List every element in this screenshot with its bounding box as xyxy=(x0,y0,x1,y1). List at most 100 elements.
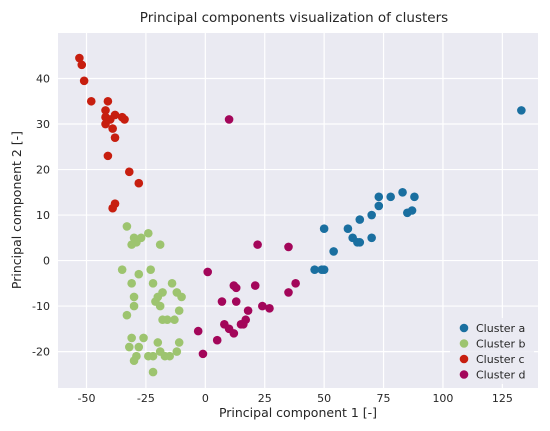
point-series-1 xyxy=(129,356,139,365)
point-series-2 xyxy=(103,96,113,106)
point-series-2 xyxy=(79,76,89,86)
point-series-1 xyxy=(127,333,136,343)
point-series-1 xyxy=(167,279,177,288)
legend-marker xyxy=(459,370,469,379)
point-series-2 xyxy=(77,60,87,70)
point-series-1 xyxy=(129,292,139,302)
point-series-3 xyxy=(239,319,248,329)
point-series-2 xyxy=(86,96,96,106)
point-series-3 xyxy=(231,283,241,293)
point-series-3 xyxy=(231,297,241,306)
point-series-0 xyxy=(398,187,407,197)
point-series-2 xyxy=(75,53,84,63)
point-series-3 xyxy=(243,306,253,315)
point-series-3 xyxy=(250,281,260,290)
point-series-1 xyxy=(148,279,158,288)
x-tick-labels: -50 -25 0 25 50 75 100 125 xyxy=(78,392,513,405)
point-series-1 xyxy=(127,279,136,288)
point-series-1 xyxy=(124,342,134,352)
y-tick-label: 10 xyxy=(36,209,50,222)
legend-box xyxy=(450,318,534,384)
point-series-0 xyxy=(319,224,329,234)
legend-marker xyxy=(459,339,469,348)
y-tick-label: 0 xyxy=(43,255,50,268)
point-series-3 xyxy=(265,304,274,313)
point-series-1 xyxy=(174,338,184,347)
x-axis-label: Principal component 1 [-] xyxy=(219,405,377,420)
scatter-points xyxy=(75,53,526,377)
point-series-0 xyxy=(329,247,338,256)
x-tick-label: 75 xyxy=(377,392,391,405)
legend: Cluster a Cluster b Cluster c Cluster d xyxy=(450,318,534,384)
legend-label: Cluster b xyxy=(476,338,526,351)
point-series-1 xyxy=(172,347,182,356)
point-series-2 xyxy=(108,124,117,133)
y-tick-label: 20 xyxy=(36,164,50,177)
point-series-1 xyxy=(134,269,144,279)
point-series-3 xyxy=(203,267,213,277)
point-series-3 xyxy=(284,288,293,297)
y-axis-label: Principal component 2 [-] xyxy=(9,131,24,289)
point-series-3 xyxy=(198,349,208,359)
point-series-1 xyxy=(170,315,179,325)
point-series-2 xyxy=(120,115,129,124)
x-tick-label: -25 xyxy=(137,392,155,405)
point-series-1 xyxy=(148,367,158,377)
point-series-0 xyxy=(353,238,362,247)
legend-label: Cluster c xyxy=(476,353,525,366)
point-series-1 xyxy=(158,315,167,325)
x-tick-label: 0 xyxy=(202,392,209,405)
point-series-0 xyxy=(355,215,365,224)
point-series-1 xyxy=(160,351,170,361)
y-tick-label: -10 xyxy=(32,300,50,313)
legend-marker xyxy=(459,354,469,364)
point-series-3 xyxy=(253,240,262,249)
legend-label: Cluster a xyxy=(476,322,525,335)
point-series-1 xyxy=(148,351,158,361)
legend-marker xyxy=(459,323,469,333)
x-tick-label: 25 xyxy=(258,392,272,405)
point-series-0 xyxy=(374,192,384,202)
point-series-3 xyxy=(193,326,203,336)
point-series-1 xyxy=(153,338,163,347)
x-tick-label: 50 xyxy=(317,392,331,405)
legend-label: Cluster d xyxy=(476,369,526,382)
point-series-0 xyxy=(374,201,384,211)
y-tick-labels: -20 -10 0 10 20 30 40 xyxy=(32,73,50,359)
point-series-0 xyxy=(343,224,353,234)
point-series-1 xyxy=(139,333,148,343)
point-series-1 xyxy=(134,342,144,352)
point-series-1 xyxy=(146,265,155,274)
point-series-3 xyxy=(229,329,239,338)
point-series-3 xyxy=(212,335,222,345)
point-series-3 xyxy=(224,115,234,124)
point-series-1 xyxy=(122,310,132,320)
point-series-2 xyxy=(124,167,134,177)
y-tick-label: 40 xyxy=(36,73,50,86)
point-series-0 xyxy=(367,210,376,220)
point-series-1 xyxy=(174,306,184,315)
x-tick-label: 100 xyxy=(432,392,453,405)
point-series-3 xyxy=(217,297,227,306)
point-series-1 xyxy=(136,233,146,243)
point-series-0 xyxy=(386,192,395,202)
point-series-1 xyxy=(129,301,139,311)
point-series-0 xyxy=(367,233,376,243)
point-series-0 xyxy=(317,265,327,274)
point-series-3 xyxy=(258,301,267,311)
point-series-2 xyxy=(101,119,110,129)
y-tick-label: 30 xyxy=(36,118,50,131)
point-series-1 xyxy=(151,297,160,306)
point-series-0 xyxy=(310,265,319,274)
point-series-1 xyxy=(117,265,127,274)
point-series-0 xyxy=(403,208,412,218)
point-series-1 xyxy=(127,240,136,249)
point-series-2 xyxy=(134,178,144,188)
x-tick-label: -50 xyxy=(78,392,96,405)
point-series-1 xyxy=(155,240,165,249)
point-series-2 xyxy=(110,133,120,142)
point-series-1 xyxy=(172,288,182,297)
chart-title: Principal components visualization of cl… xyxy=(140,10,448,26)
point-series-1 xyxy=(143,228,153,238)
